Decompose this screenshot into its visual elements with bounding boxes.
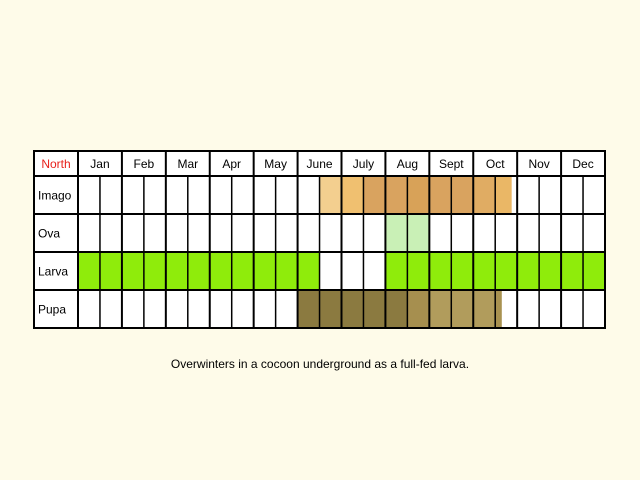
- cell-imago-11: [319, 176, 342, 214]
- cell-pupa-10: [297, 290, 320, 328]
- cell-pupa-14: [385, 290, 408, 328]
- cell-ova-15: [407, 214, 430, 252]
- cell-larva-10: [297, 252, 320, 290]
- month-label: Nov: [528, 157, 549, 171]
- cell-larva-20: [517, 252, 540, 290]
- month-label: May: [264, 157, 287, 171]
- cell-larva-1: [99, 252, 122, 290]
- chart-caption: Overwinters in a cocoon underground as a…: [170, 357, 470, 371]
- cell-larva-3: [143, 252, 166, 290]
- cell-larva-23: [583, 252, 605, 290]
- cell-pupa-15: [407, 290, 430, 328]
- stage-label: Ova: [38, 227, 60, 241]
- cell-imago-12: [341, 176, 364, 214]
- cell-imago-19: [495, 176, 512, 214]
- month-label: Mar: [177, 157, 198, 171]
- corner-label: North: [41, 157, 70, 171]
- month-label: Feb: [134, 157, 155, 171]
- cell-larva-18: [473, 252, 496, 290]
- cell-imago-15: [407, 176, 430, 214]
- cell-imago-16: [429, 176, 452, 214]
- cell-pupa-16: [429, 290, 452, 328]
- cell-larva-6: [209, 252, 232, 290]
- cell-pupa-12: [341, 290, 364, 328]
- cell-larva-5: [187, 252, 210, 290]
- cell-larva-22: [561, 252, 584, 290]
- cell-imago-14: [385, 176, 408, 214]
- stage-label: Imago: [38, 189, 72, 203]
- cell-larva-8: [253, 252, 276, 290]
- cell-larva-17: [451, 252, 474, 290]
- cell-pupa-18: [473, 290, 496, 328]
- stage-label: Pupa: [38, 303, 66, 317]
- month-label: July: [353, 157, 374, 171]
- cell-pupa-17: [451, 290, 474, 328]
- cell-larva-9: [275, 252, 298, 290]
- cell-larva-15: [407, 252, 430, 290]
- month-label: Aug: [397, 157, 418, 171]
- month-label: June: [307, 157, 333, 171]
- cell-larva-14: [385, 252, 408, 290]
- month-label: Dec: [572, 157, 593, 171]
- stage-label: Larva: [38, 265, 68, 279]
- month-label: Jan: [90, 157, 109, 171]
- cell-pupa-19: [495, 290, 502, 328]
- cell-ova-14: [385, 214, 408, 252]
- cell-larva-2: [121, 252, 144, 290]
- cell-imago-17: [451, 176, 474, 214]
- cell-larva-19: [495, 252, 518, 290]
- chart-grid: [33, 150, 606, 329]
- cell-larva-16: [429, 252, 452, 290]
- cell-pupa-11: [319, 290, 342, 328]
- cell-larva-21: [539, 252, 562, 290]
- chart-labels: North Jan Feb Mar Apr May June July Aug Sept Oct No…: [38, 157, 594, 317]
- cell-larva-0: [78, 252, 100, 290]
- cell-pupa-13: [363, 290, 386, 328]
- month-label: Apr: [222, 157, 241, 171]
- cell-larva-7: [231, 252, 254, 290]
- cell-larva-4: [165, 252, 188, 290]
- month-label: Sept: [439, 157, 464, 171]
- cell-imago-18: [473, 176, 496, 214]
- cell-imago-13: [363, 176, 386, 214]
- month-label: Oct: [486, 157, 505, 171]
